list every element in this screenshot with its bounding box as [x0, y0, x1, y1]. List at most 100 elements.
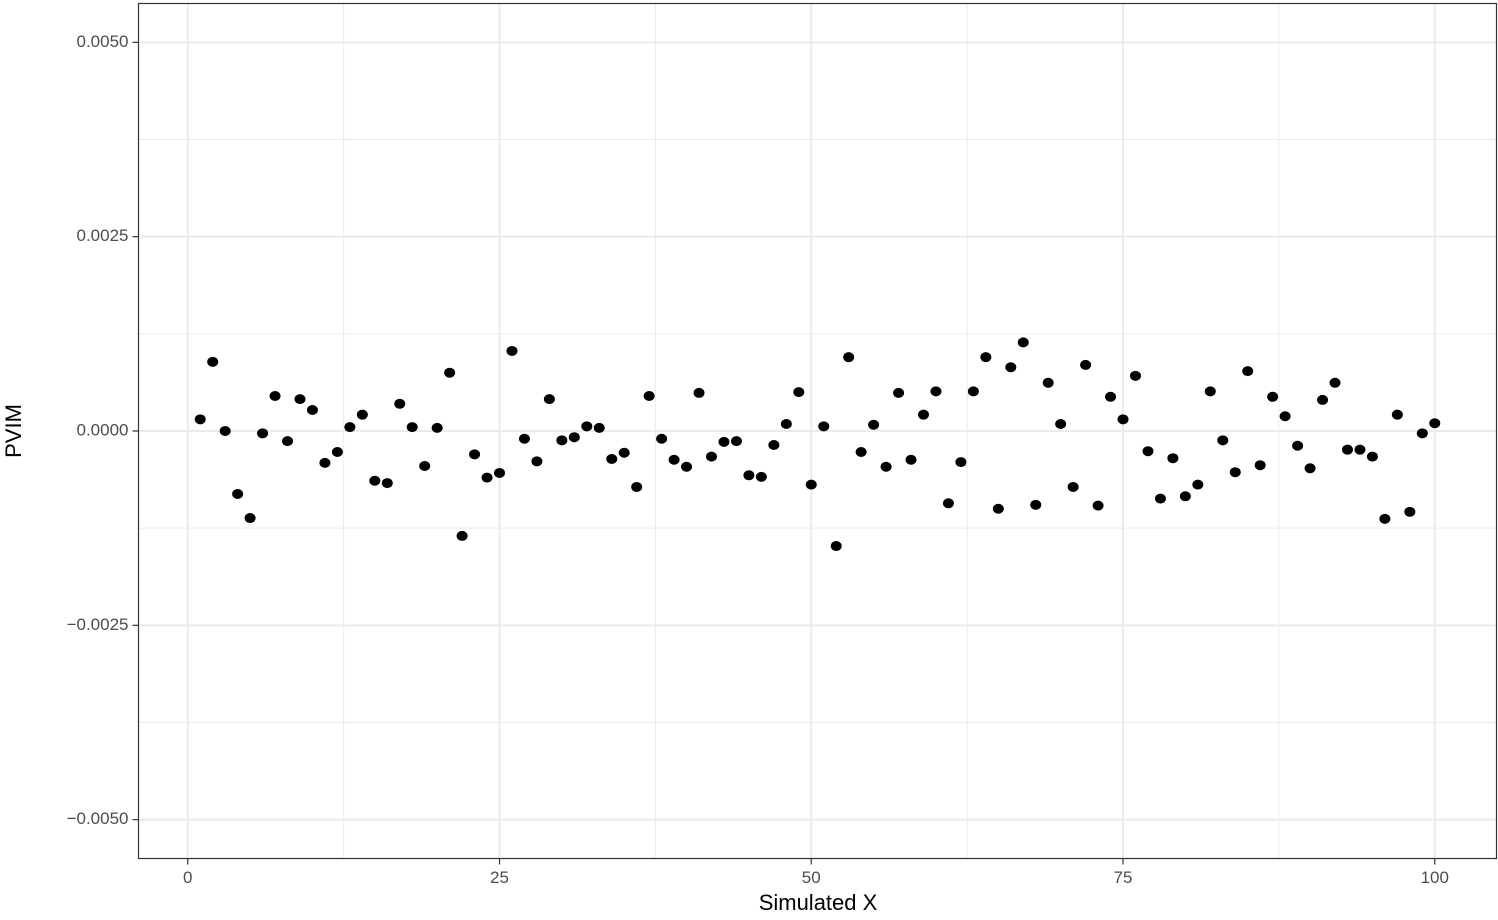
point: [269, 391, 281, 402]
point: [668, 454, 680, 465]
point: [1217, 435, 1229, 446]
point: [631, 481, 643, 492]
point: [1404, 506, 1416, 517]
point: [980, 352, 992, 363]
point: [780, 419, 792, 430]
point: [494, 467, 506, 478]
point: [656, 433, 668, 444]
x-tick-label: 100: [1421, 868, 1449, 887]
point: [282, 436, 294, 447]
point: [618, 447, 630, 458]
point: [930, 386, 942, 397]
point: [1105, 391, 1117, 402]
point: [992, 503, 1004, 514]
y-tick-label: −0.0025: [67, 615, 129, 634]
point: [419, 460, 431, 471]
point: [456, 530, 468, 541]
point: [855, 446, 867, 457]
point: [1304, 463, 1316, 474]
point: [706, 451, 718, 462]
point: [232, 488, 244, 499]
y-tick-label: 0.0050: [77, 32, 129, 51]
point: [1005, 362, 1017, 373]
point: [768, 439, 780, 450]
point: [1267, 391, 1279, 402]
point: [1329, 377, 1341, 388]
point: [207, 356, 219, 367]
y-tick-label: 0.0025: [77, 226, 129, 245]
point: [805, 479, 817, 490]
point: [681, 461, 693, 472]
point: [506, 345, 518, 356]
x-tick-label: 50: [802, 868, 821, 887]
point: [556, 435, 568, 446]
y-axis-title: PVIM: [1, 404, 26, 458]
point: [1067, 481, 1079, 492]
point: [893, 387, 905, 398]
point: [1204, 386, 1216, 397]
point: [1242, 366, 1254, 377]
y-tick-label: 0.0000: [77, 420, 129, 439]
y-tick-label: −0.0050: [67, 809, 129, 828]
point: [1080, 359, 1092, 370]
point: [294, 394, 306, 405]
point: [905, 454, 917, 465]
point: [843, 352, 855, 363]
point: [942, 498, 954, 509]
point: [469, 449, 481, 460]
point: [1179, 491, 1191, 502]
point: [1092, 500, 1104, 511]
point: [306, 405, 318, 416]
point: [643, 391, 655, 402]
point: [531, 456, 543, 467]
point: [319, 457, 331, 468]
point: [1366, 451, 1378, 462]
point: [743, 470, 755, 481]
point: [1292, 440, 1304, 451]
point: [1117, 414, 1129, 425]
point: [444, 367, 456, 378]
grid: [138, 3, 1497, 859]
point: [1254, 460, 1266, 471]
point: [1416, 428, 1428, 439]
point: [593, 422, 605, 433]
point: [581, 421, 593, 432]
point: [830, 541, 842, 552]
x-tick-label: 0: [183, 868, 192, 887]
point: [394, 398, 406, 409]
point: [1279, 411, 1291, 422]
point: [606, 453, 618, 464]
point: [543, 394, 555, 405]
point: [955, 457, 967, 468]
point: [1129, 370, 1141, 381]
point: [718, 436, 730, 447]
point: [1391, 409, 1403, 420]
point: [1030, 499, 1042, 510]
point: [219, 426, 231, 436]
point: [1055, 419, 1067, 430]
point: [917, 409, 929, 420]
point: [344, 422, 356, 433]
point: [693, 387, 705, 398]
point: [406, 422, 418, 433]
point: [1154, 493, 1166, 504]
point: [356, 409, 368, 420]
point: [1142, 446, 1154, 457]
point: [1429, 418, 1441, 429]
point: [1341, 444, 1353, 455]
point: [967, 386, 979, 397]
x-tick-label: 25: [490, 868, 509, 887]
point: [793, 387, 805, 398]
point: [257, 428, 269, 439]
points: [194, 337, 1441, 552]
point: [1042, 377, 1054, 388]
point: [730, 436, 742, 447]
point: [1229, 467, 1241, 478]
point: [381, 478, 393, 489]
point: [331, 446, 343, 457]
point: [1379, 513, 1391, 524]
point: [568, 432, 580, 443]
x-tick-label: 75: [1114, 868, 1133, 887]
